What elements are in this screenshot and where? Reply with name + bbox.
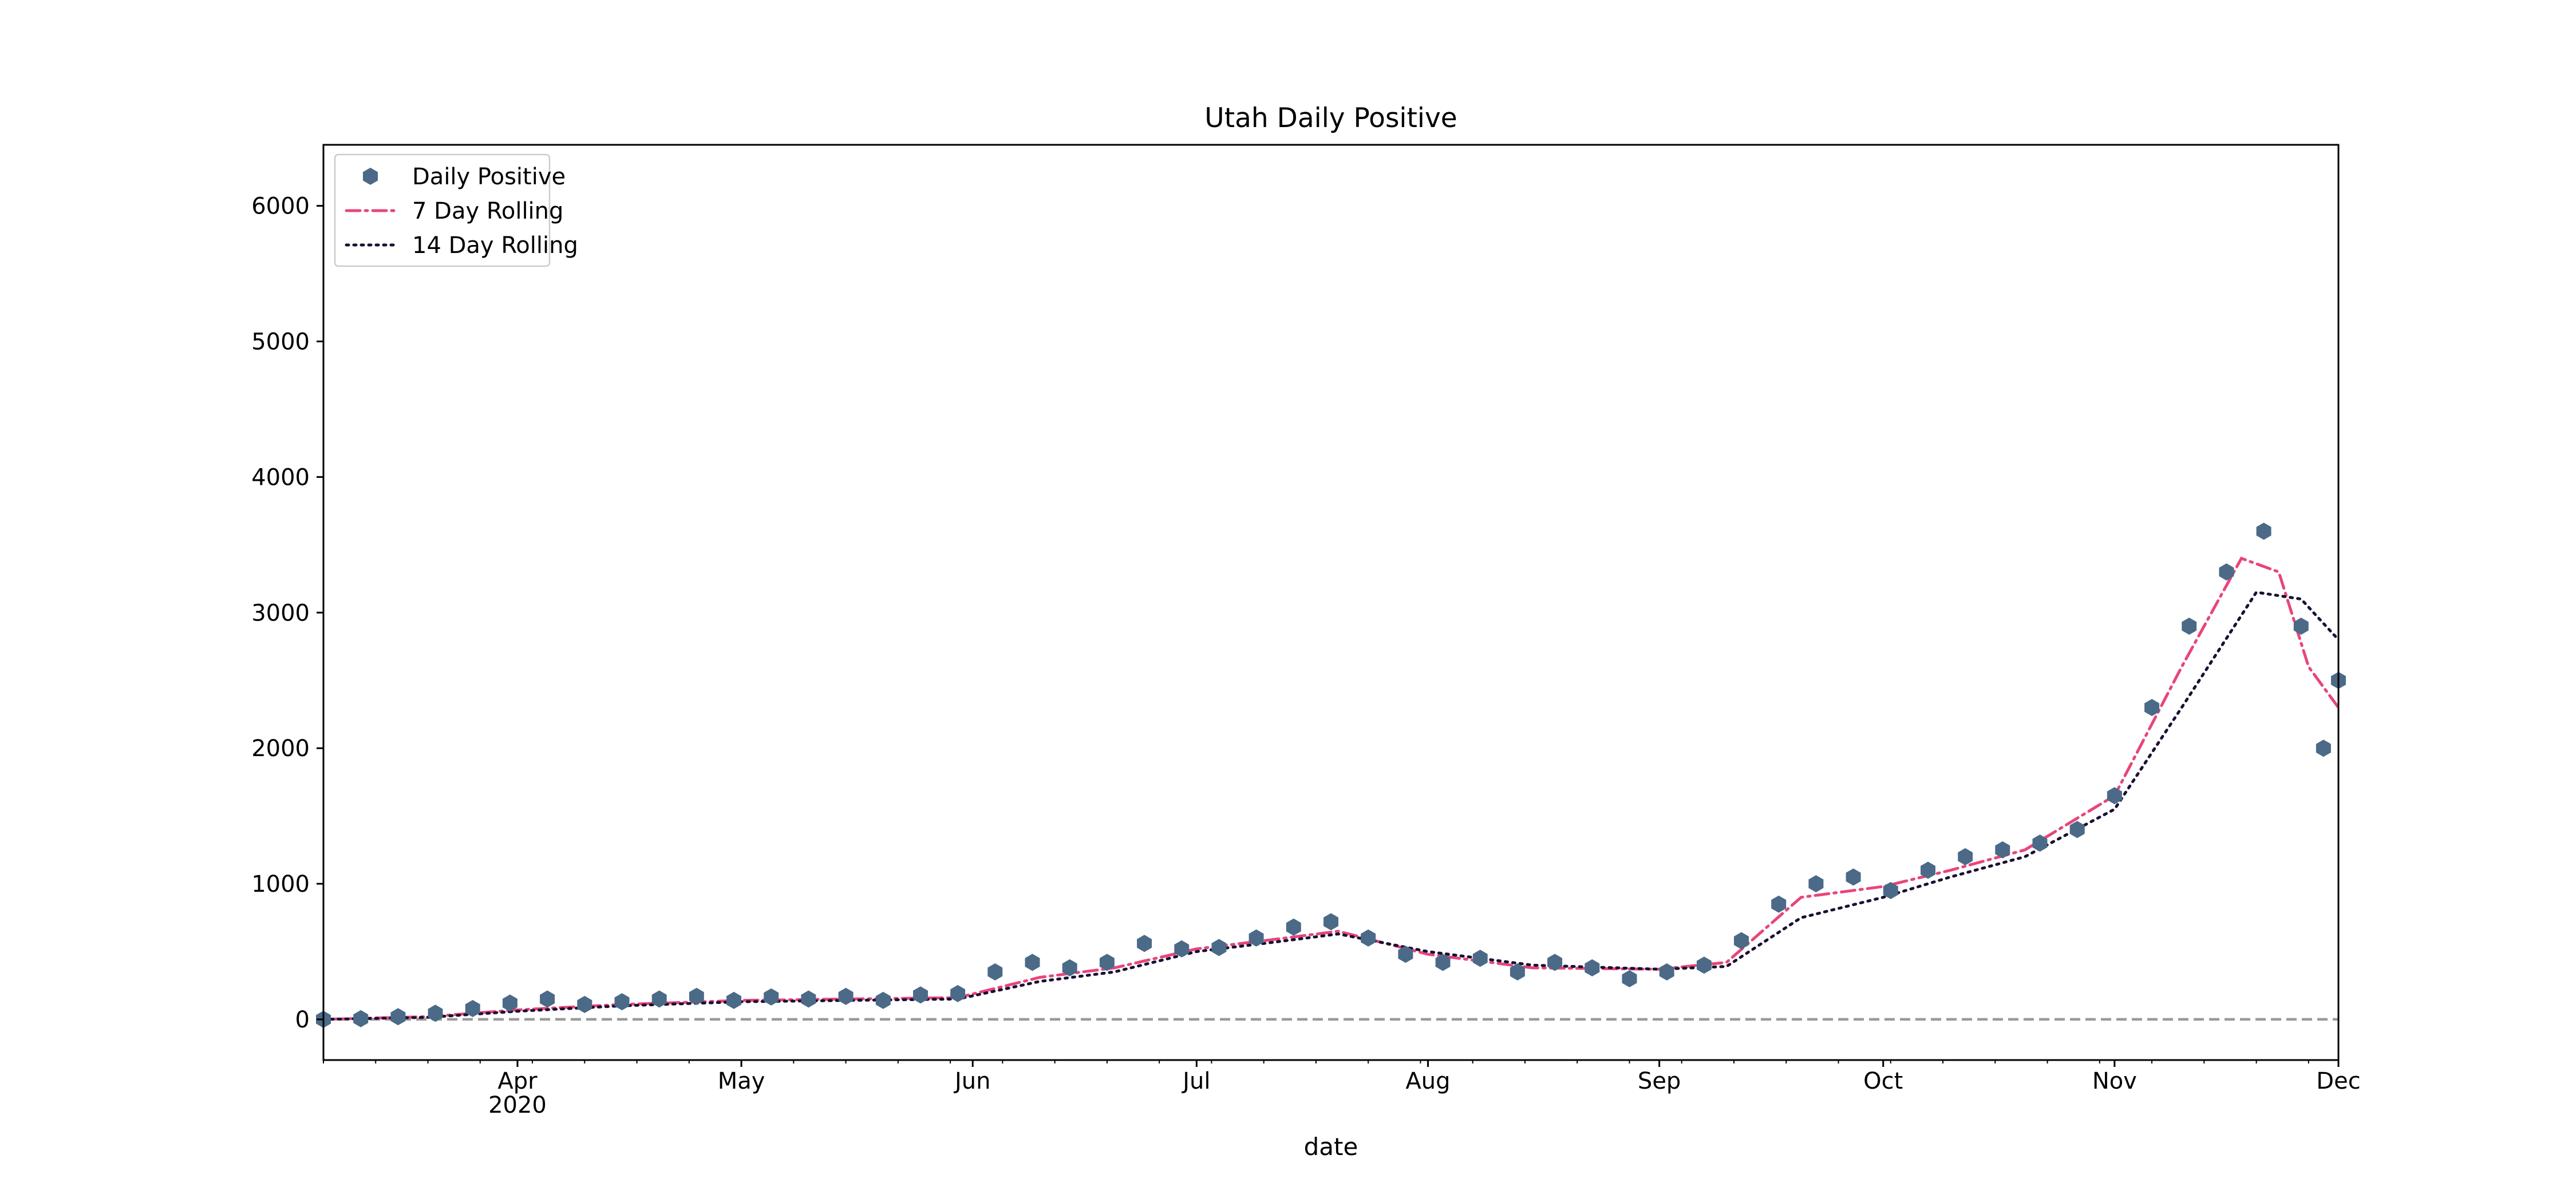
legend-entry: 7 Day Rolling (345, 198, 563, 224)
daily-positive-point (1846, 868, 1861, 886)
daily-positive-point (1361, 929, 1376, 947)
daily-positive-point (1547, 954, 1563, 971)
daily-positive-point (1099, 954, 1115, 971)
x-tick-label: Nov (2092, 1068, 2137, 1094)
daily-positive-point (1510, 963, 1525, 980)
daily-positive-point (1585, 959, 1600, 976)
daily-positive-point (2316, 740, 2331, 757)
x-tick-label: May (718, 1068, 765, 1094)
y-tick-label: 6000 (251, 193, 310, 220)
daily-positive-point (577, 995, 592, 1013)
daily-positive-point (1958, 848, 1973, 865)
y-tick-label: 5000 (251, 329, 310, 355)
legend-label: 14 Day Rolling (412, 232, 578, 259)
legend-entry: 14 Day Rolling (345, 232, 578, 259)
x-tick-sublabel: 2020 (488, 1092, 547, 1118)
y-tick-label: 1000 (251, 871, 310, 897)
plot-area (316, 523, 2346, 1028)
daily-positive-point (1734, 932, 1749, 950)
x-tick-label: Oct (1863, 1068, 1903, 1094)
x-tick-label: Apr (497, 1068, 538, 1094)
daily-positive-point (540, 990, 555, 1008)
y-tick-label: 3000 (251, 600, 310, 626)
daily-positive-point (1174, 940, 1190, 958)
x-tick-label: Jun (953, 1068, 991, 1094)
legend-label: Daily Positive (412, 164, 566, 190)
daily-positive-point (428, 1005, 443, 1022)
daily-positive-point (1137, 935, 1152, 952)
daily-positive-point (764, 988, 779, 1006)
daily-positive-point (1025, 954, 1040, 971)
daily-positive-point (353, 1010, 369, 1027)
daily-positive-point (2182, 618, 2197, 635)
daily-positive-point (1883, 881, 1898, 899)
daily-positive-point (1771, 895, 1787, 913)
daily-positive-point (913, 986, 928, 1004)
daily-positive-point (1211, 939, 1227, 956)
daily-positive-point (390, 1008, 406, 1026)
daily-positive-point (1808, 875, 1824, 892)
plot-frame (322, 144, 2340, 1061)
daily-positive-point (1622, 970, 1637, 987)
y-axis: 0 1000 2000 3000 4000 5000 6000 (251, 193, 323, 1033)
daily-positive-point (2256, 523, 2271, 540)
legend-label: 7 Day Rolling (412, 198, 563, 224)
daily-positive-point (1435, 954, 1451, 971)
daily-positive-point (1921, 861, 1935, 879)
chart-title: Utah Daily Positive (1204, 102, 1457, 134)
rolling-14-day-line (322, 590, 2340, 1021)
daily-positive-point (689, 987, 704, 1005)
x-axis-label: date (1304, 1133, 1358, 1161)
x-tick-label: Jul (1181, 1068, 1210, 1094)
daily-positive-point (2107, 787, 2122, 805)
daily-positive-point (801, 990, 816, 1008)
legend-box (334, 153, 551, 267)
daily-positive-point (1249, 929, 1264, 947)
daily-positive-point (465, 1000, 480, 1017)
legend-entry: Daily Positive (363, 164, 566, 190)
daily-positive-point (1323, 913, 1338, 931)
legend-marker (363, 168, 378, 185)
daily-positive-point (1286, 918, 1301, 936)
daily-positive-point (2293, 618, 2309, 635)
daily-positive-point (1472, 950, 1488, 967)
y-tick-label: 4000 (251, 464, 310, 491)
daily-positive-point (1062, 959, 1077, 976)
daily-positive-point (502, 994, 517, 1012)
y-tick-label: 2000 (251, 736, 310, 762)
y-tick-label: 0 (295, 1007, 310, 1033)
daily-positive-point (875, 991, 891, 1009)
daily-positive-point (1696, 956, 1712, 974)
daily-positive-point (2032, 835, 2048, 852)
daily-positive-point (651, 990, 667, 1008)
daily-positive-point (2144, 699, 2160, 717)
daily-positive-point (1995, 841, 2010, 859)
daily-positive-point (2069, 821, 2085, 839)
x-tick-label: Dec (2316, 1068, 2360, 1094)
legend: Daily Positive 7 Day Rolling 14 Day Rollin… (334, 153, 578, 267)
daily-positive-point (950, 984, 966, 1002)
daily-positive-point (838, 987, 854, 1005)
daily-positive-point (2219, 563, 2234, 581)
daily-positive-point (1659, 963, 1674, 980)
x-tick-label: Sep (1638, 1068, 1681, 1094)
daily-positive-point (987, 963, 1003, 980)
x-tick-label: Aug (1405, 1068, 1450, 1094)
daily-positive-point (726, 991, 741, 1009)
daily-positive-point (614, 993, 630, 1011)
daily-positive-point (1398, 946, 1413, 963)
